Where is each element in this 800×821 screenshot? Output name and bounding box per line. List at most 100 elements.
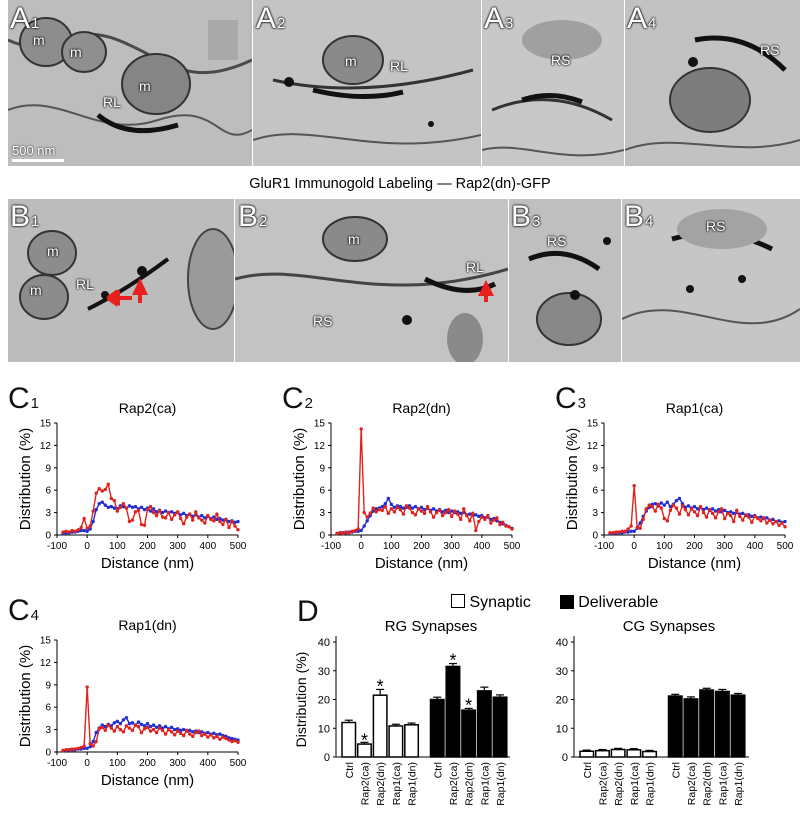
data-point-red <box>157 509 162 513</box>
data-point-blue <box>668 504 673 509</box>
data-point-red <box>462 507 466 511</box>
tag-rl: RL <box>103 94 121 110</box>
data-point-red <box>474 528 478 533</box>
data-point-blue <box>91 519 95 524</box>
significance-star: * <box>361 730 368 750</box>
data-point-blue <box>218 732 222 736</box>
data-point-red <box>452 509 457 513</box>
y-axis-label: Distribution (%) <box>291 428 308 531</box>
y-tick-label: 9 <box>45 680 51 691</box>
data-point-red <box>124 724 129 728</box>
data-point-red <box>629 524 633 528</box>
data-point-blue <box>741 511 745 516</box>
x-tick-label: 500 <box>777 541 794 552</box>
data-point-red <box>774 519 778 524</box>
x-tick-label: -100 <box>594 541 614 552</box>
data-point-blue <box>386 496 391 501</box>
data-point-red <box>638 526 642 530</box>
data-point-blue <box>142 724 147 728</box>
data-point-blue <box>729 510 733 514</box>
data-point-red <box>632 484 636 488</box>
data-point-red <box>338 531 342 535</box>
data-point-red <box>127 726 132 730</box>
data-point-red <box>124 506 129 510</box>
x-tick-label: 300 <box>716 541 733 552</box>
y-tick-label: 3 <box>319 508 325 519</box>
data-point-blue <box>626 530 630 534</box>
data-point-red <box>145 725 150 730</box>
data-point-red <box>362 510 366 515</box>
data-point-red <box>653 509 657 513</box>
data-point-blue <box>85 746 89 750</box>
data-point-red <box>70 747 74 751</box>
data-point-red <box>759 519 763 523</box>
data-point-blue <box>88 527 92 531</box>
data-point-red <box>160 515 165 519</box>
bar-deliverable <box>461 709 477 758</box>
data-point-red <box>404 504 409 508</box>
data-point-blue <box>710 507 715 511</box>
y-tick-label: 10 <box>556 723 568 735</box>
data-point-red <box>659 506 664 510</box>
x-tick-label: 500 <box>230 758 247 769</box>
data-point-blue <box>97 501 101 506</box>
data-point-red <box>665 519 670 523</box>
data-point-red <box>172 733 177 737</box>
data-point-red <box>227 738 231 742</box>
data-point-blue <box>389 502 394 507</box>
y-tick-label: 15 <box>587 419 599 430</box>
bar-synaptic <box>594 749 610 758</box>
data-point-red <box>197 516 201 520</box>
data-point-blue <box>383 501 387 506</box>
data-point-red <box>182 522 186 526</box>
data-point-red <box>224 517 228 522</box>
x-tick-label: Rap1(ca) <box>479 762 491 805</box>
data-point-blue <box>127 504 132 508</box>
data-point-red <box>768 518 772 522</box>
x-tick-label: Rap1(dn) <box>645 762 657 806</box>
data-point-red <box>738 514 742 519</box>
x-tick-label: Rap2(ca) <box>686 762 698 805</box>
y-tick-label: 15 <box>40 419 52 430</box>
data-point-red <box>215 734 219 739</box>
panel-label-c1: C1 <box>8 382 40 415</box>
data-point-red <box>133 723 138 727</box>
data-point-blue <box>106 505 110 510</box>
bar-synaptic <box>341 721 357 758</box>
data-point-red <box>344 530 348 534</box>
data-point-red <box>191 734 195 739</box>
x-tick-label: -100 <box>47 758 67 769</box>
data-point-blue <box>474 513 478 517</box>
data-point-blue <box>200 730 204 734</box>
data-point-red <box>136 724 141 729</box>
data-point-red <box>431 515 436 519</box>
data-point-red <box>756 516 760 521</box>
data-point-blue <box>118 721 123 726</box>
data-point-red <box>139 730 144 735</box>
data-point-red <box>753 514 757 519</box>
y-tick-label: 30 <box>318 666 330 678</box>
data-point-blue <box>109 504 114 509</box>
chart-title: RG Synapses <box>385 618 478 635</box>
data-point-red <box>371 506 375 510</box>
x-tick-label: 400 <box>199 541 216 552</box>
data-point-red <box>398 507 403 512</box>
data-point-blue <box>88 745 92 749</box>
data-point-blue <box>365 519 369 523</box>
chart-title: CG Synapses <box>623 618 716 635</box>
data-point-red <box>127 519 132 524</box>
data-point-blue <box>142 507 147 512</box>
panel-label-b4: B4 <box>624 200 654 233</box>
data-point-blue <box>103 503 107 507</box>
data-point-red <box>64 529 68 533</box>
data-point-blue <box>154 725 159 730</box>
legend-swatch-synaptic <box>451 594 465 608</box>
panel-label-a2: A2 <box>256 2 286 35</box>
data-point-red <box>710 511 715 516</box>
x-tick-label: Rap2(dn) <box>464 762 476 806</box>
data-point-blue <box>398 504 403 509</box>
scale-bar-label: 500 nm <box>12 143 56 158</box>
y-tick-label: 9 <box>319 463 325 474</box>
data-point-red <box>200 733 204 738</box>
